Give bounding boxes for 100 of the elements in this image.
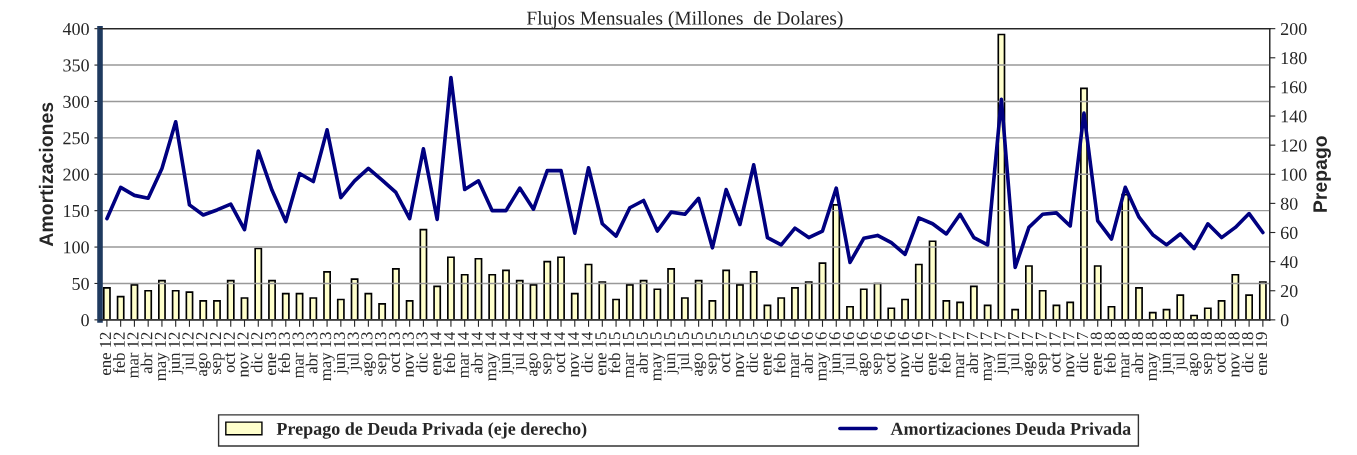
bar [144, 289, 153, 320]
bar [639, 279, 648, 320]
y-axis-title: Amortizaciones [38, 102, 54, 247]
x-tick-label: jun 16 [829, 332, 844, 375]
bar [1231, 273, 1240, 320]
bar [130, 284, 139, 320]
bar [419, 228, 428, 320]
bar [1121, 193, 1130, 320]
bar [1217, 300, 1226, 320]
bar [1093, 265, 1102, 320]
x-tick-label: mar 14 [457, 331, 469, 379]
y2-tick-label: 120 [1281, 139, 1307, 152]
bar [391, 268, 400, 320]
y2-tick-label: 100 [1281, 168, 1307, 181]
chart-title: Flujos Mensuales (Millones de Dolares) [526, 11, 843, 29]
bar [832, 204, 841, 320]
x-tick-label: feb 15 [608, 332, 621, 374]
bar [1258, 281, 1267, 320]
y2-tick-label: 60 [1280, 226, 1298, 239]
x-tick-label: sep 13 [375, 332, 390, 375]
x-tick-label: nov 12 [237, 332, 249, 378]
x-tick-label: may 14 [485, 331, 500, 381]
bar [557, 256, 565, 320]
x-tick-label: mar 16 [787, 332, 800, 379]
x-tick-label: dic 12 [250, 332, 263, 373]
bar [502, 269, 510, 320]
bar [735, 284, 744, 320]
x-tick-label: abr 18 [1131, 332, 1144, 374]
bar [983, 304, 992, 320]
y-tick-label: 300 [63, 95, 89, 108]
bar [708, 300, 717, 320]
x-tick-label: abr 13 [305, 332, 318, 374]
x-tick-label: mar 18 [1118, 332, 1130, 379]
y2-tick-label: 200 [1280, 22, 1307, 36]
bar [969, 285, 978, 320]
bar [515, 279, 524, 320]
x-tick-label: nov 15 [732, 332, 745, 378]
x-tick-label: jun 14 [498, 331, 514, 375]
x-tick-label: mar 12 [127, 332, 139, 379]
x-tick-label: mar 15 [622, 332, 634, 379]
bar [446, 256, 455, 320]
bar [1024, 265, 1033, 320]
y-tick-label: 400 [62, 22, 89, 36]
x-tick-label: may 13 [320, 332, 335, 381]
x-tick-label: oct 17 [1049, 332, 1061, 373]
y2-axis-title: Prepago [1313, 136, 1331, 212]
bar [680, 297, 689, 320]
bar [653, 288, 662, 320]
x-tick-label: ene 13 [265, 332, 277, 375]
x-tick-label: nov 18 [1228, 332, 1240, 378]
bar [928, 240, 937, 320]
y2-tick-label: 20 [1280, 285, 1298, 298]
y-tick-label: 200 [63, 168, 89, 181]
y2-tick-label: 160 [1281, 81, 1307, 94]
x-tick-label: dic 13 [415, 332, 428, 373]
bar [777, 297, 786, 320]
x-tick-label: nov 17 [1063, 332, 1075, 378]
bar [226, 279, 235, 320]
y2-tick-label: 0 [1280, 314, 1289, 327]
bar [901, 298, 909, 320]
x-tick-label: oct 15 [719, 332, 731, 373]
y2-tick-label: 140 [1281, 110, 1307, 123]
x-tick-label: may 15 [650, 332, 665, 381]
x-tick-label: ene 16 [760, 332, 772, 375]
x-tick-label: dic 17 [1076, 332, 1089, 373]
bar [1245, 294, 1254, 320]
bar [667, 268, 676, 320]
x-tick-label: feb 13 [278, 332, 290, 374]
x-tick-label: jul 18 [1172, 332, 1188, 371]
bar [116, 295, 125, 320]
x-tick-label: oct 13 [388, 332, 401, 373]
y-tick-label: 50 [72, 277, 89, 290]
y-tick-label: 0 [81, 314, 89, 327]
x-tick-label: abr 17 [966, 332, 979, 374]
x-tick-label: ene 18 [1090, 332, 1102, 375]
x-tick-label: feb 14 [443, 331, 456, 374]
y2-tick-label: 180 [1281, 52, 1307, 65]
x-tick-label: jun 17 [994, 332, 1009, 375]
bar [1066, 301, 1075, 320]
bar [336, 298, 345, 320]
bar [213, 300, 221, 320]
x-tick-label: dic 16 [911, 332, 923, 373]
x-tick-label: oct 14 [554, 331, 566, 373]
bar [598, 281, 607, 320]
x-tick-label: nov 13 [402, 332, 414, 378]
x-tick-label: jun 15 [664, 332, 679, 375]
x-tick-label: nov 16 [898, 332, 910, 378]
legend-label: Amortizaciones Deuda Privada [890, 422, 1131, 435]
x-tick-label: oct 12 [223, 332, 235, 373]
x-tick-label: ago 13 [361, 332, 376, 376]
x-tick-label: mar 13 [292, 332, 304, 379]
bar [281, 292, 290, 320]
x-tick-label: ene 17 [925, 332, 937, 375]
x-tick-label: dic 14 [580, 331, 593, 373]
bar [1011, 308, 1020, 320]
bar [846, 305, 854, 320]
x-tick-label: jul 17 [1007, 332, 1023, 371]
bar [694, 279, 703, 320]
x-tick-label: feb 16 [773, 332, 786, 374]
bar [350, 278, 359, 320]
